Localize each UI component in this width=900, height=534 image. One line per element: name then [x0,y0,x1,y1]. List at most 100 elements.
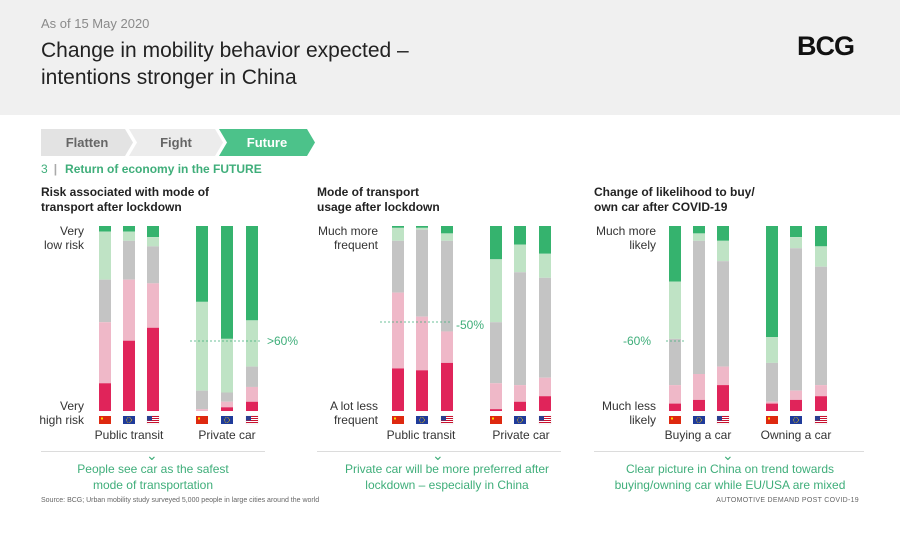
flag-china-icon [490,416,502,424]
source-note: Source: BCG; Urban mobility study survey… [41,497,320,504]
bar-segment-red [441,362,453,411]
flag-china-icon [766,416,778,424]
bar-segment-dark-green [147,226,159,238]
flag-usa-icon [716,415,730,425]
section-heading: 3 | Return of economy in the FUTURE [41,162,262,176]
bar-segment-gray [815,266,827,386]
step-shape [129,129,223,156]
bar-segment-pink [717,366,729,386]
flag-eu-icon [123,416,135,424]
label-line: Much more [595,224,656,238]
label-line: Much less [601,399,656,413]
panel-2-divider [317,451,561,452]
bar-segment-pink [693,374,705,400]
bar-segment-light-green [717,240,729,262]
step-label: Future [246,135,288,150]
conclusion-line: People see car as the safest [77,462,229,476]
bar-segment-red [766,403,778,411]
bar-segment-light-green [392,227,404,241]
section-label: Return of economy in the FUTURE [65,162,262,176]
panel-2-annotation: -50% [456,318,485,332]
bar-segment-pink [99,322,111,384]
bar-segment-pink [221,401,233,408]
bar-segment-dark-green [196,226,208,302]
step-shape [41,129,133,156]
bar-segment-red [717,385,729,411]
section-number: 3 [41,162,48,176]
bar-segment-light-green [147,237,159,247]
bar-segment-gray [416,229,428,317]
bar-segment-dark-green [514,226,526,245]
bar-segment-pink [123,279,135,341]
flag-eu-icon [221,416,233,424]
step-label: Fight [160,135,192,150]
bar-segment-light-green [815,246,827,267]
bar-segment-dark-green [416,226,428,228]
bar-segment-gray [147,246,159,284]
panel-1-y-top-label: Very low risk [4,224,84,252]
panel-1-y-bottom-label: Very high risk [4,399,84,427]
bar-segment-light-green [693,233,705,241]
title-line-1: Change in mobility behavior expected – [41,39,409,62]
bar-segment-light-green [766,337,778,363]
bar-segment-light-green [99,231,111,280]
label-line: A lot less [329,399,378,413]
bar-segment-red [815,396,827,411]
bar-segment-pink [514,385,526,402]
bar-segment-light-green [441,233,453,241]
step-shape [219,129,315,156]
bar-segment-dark-green [490,226,502,260]
bar-segment-red [514,401,526,411]
panel-1-divider [41,451,265,452]
step-label: Flatten [65,135,109,150]
bar-segment-light-green [490,259,502,323]
header-band: As of 15 May 2020 Change in mobility beh… [0,0,900,115]
bar-segment-red [246,401,258,411]
step-future: Future [219,129,315,156]
step-fight: Fight [129,129,223,156]
panel-1-annotation: >60% [267,334,299,348]
panel-2-title-line-2: usage after lockdown [317,200,440,214]
panel-1-title: Risk associated with mode of transport a… [41,185,291,215]
panel-3-group-2-label: Owning a car [760,428,832,442]
panel-3-title-line-2: own car after COVID-19 [594,200,728,214]
bar-segment-gray [196,390,208,410]
bar-segment-pink [669,385,681,404]
bar-segment-light-green [416,227,428,230]
bar-segment-gray [717,261,729,367]
bar-segment-gray [539,277,551,378]
bar-segment-red [693,399,705,411]
bar-segment-light-green [539,253,551,278]
bar-segment-light-green [123,231,135,241]
bar-segment-dark-green [815,226,827,247]
bar-segment-red [539,396,551,411]
panel-3-conclusion: Clear picture in China on trend towards … [600,461,860,493]
bar-segment-red [123,340,135,411]
bar-segment-gray [669,338,681,386]
panel-3-group-1-label: Buying a car [664,428,732,442]
conclusion-line: lockdown – especially in China [365,478,529,492]
label-line: Very [59,224,84,238]
bar-segment-gray [441,240,453,332]
chevron-down-icon: ⌄ [722,447,734,463]
bar-segment-red [147,327,159,411]
panel-1-group-2-label: Private car [198,428,256,442]
page-title: Change in mobility behavior expected – i… [41,37,561,91]
label-line: frequent [333,238,378,252]
bar-segment-gray [514,272,526,386]
panel-3-y-bottom-label: Much less likely [576,399,656,427]
as-of-date: As of 15 May 2020 [41,16,150,31]
bar-segment-red [669,403,681,411]
bar-segment-dark-green [246,226,258,321]
bar-segment-pink [147,283,159,328]
title-line-2: intentions stronger in China [41,66,297,89]
flag-usa-icon [245,415,259,425]
bar-segment-dark-green [99,226,111,232]
panel-3-y-top-label: Much more likely [576,224,656,252]
bar-segment-gray [392,240,404,293]
label-line: likely [629,413,656,427]
panel-2-group-2-label: Private car [492,428,550,442]
chevron-down-icon: ⌄ [432,447,444,463]
bar-segment-red [392,368,404,411]
